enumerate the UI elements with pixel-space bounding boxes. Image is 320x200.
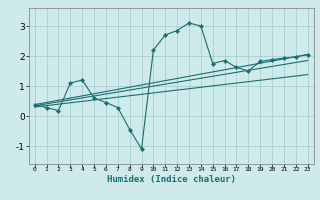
- X-axis label: Humidex (Indice chaleur): Humidex (Indice chaleur): [107, 175, 236, 184]
